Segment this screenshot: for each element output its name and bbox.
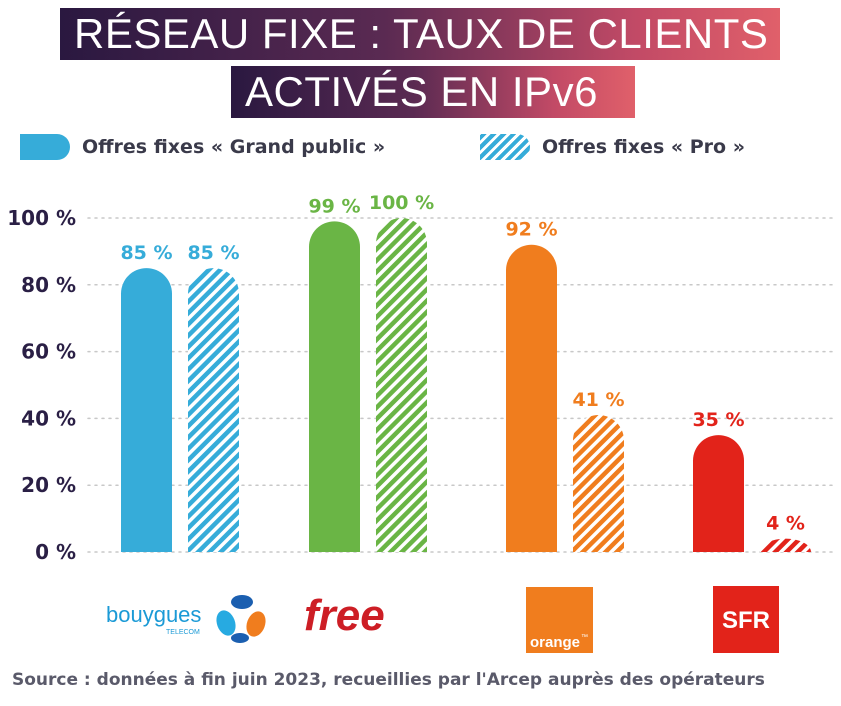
bar-value-label: 100 %	[369, 192, 434, 214]
legend-swatch-hatched	[480, 134, 530, 160]
bar	[121, 268, 172, 552]
bar	[188, 268, 239, 552]
bar-value-label: 85 %	[187, 242, 239, 264]
bar	[506, 244, 557, 552]
bar	[573, 415, 624, 552]
free-logo: free	[300, 590, 420, 640]
bar-value-label: 85 %	[120, 242, 172, 264]
bar-chart: 0 % 20 % 40 % 60 % 80 % 100 % 85 % 99 % 92 % 35 %…	[7, 192, 836, 564]
bar	[693, 435, 744, 552]
bouygues-logo-subtext: TELECOM	[166, 629, 200, 636]
free-logo-text: free	[304, 591, 385, 640]
legend-label-pro: Offres fixes « Pro »	[542, 136, 745, 158]
source-note: Source : données à fin juin 2023, recuei…	[12, 670, 765, 690]
y-tick-label: 100 %	[7, 206, 76, 230]
bar-value-label: 92 %	[505, 219, 557, 241]
orange-logo-tm: ™	[581, 634, 588, 641]
bar	[376, 218, 427, 552]
y-tick-label: 60 %	[21, 340, 76, 364]
y-tick-label: 80 %	[21, 273, 76, 297]
legend-item-pro: Offres fixes « Pro »	[480, 132, 745, 162]
legend-item-grand-public: Offres fixes « Grand public »	[20, 132, 385, 162]
chart-title-line-1: RÉSEAU FIXE : TAUX DE CLIENTS	[60, 8, 780, 60]
orange-logo-text: orange	[530, 634, 580, 651]
bar-value-label: 35 %	[692, 409, 744, 431]
y-tick-label: 20 %	[21, 473, 76, 497]
y-tick-label: 40 %	[21, 406, 76, 430]
legend-swatch-solid	[20, 134, 70, 160]
bouygues-telecom-logo: bouygues TELECOM	[104, 590, 274, 645]
sfr-logo: SFR	[713, 586, 779, 653]
orange-logo: orange ™	[526, 587, 593, 653]
legend-label-grand-public: Offres fixes « Grand public »	[82, 136, 386, 158]
chart-title-line-2: ACTIVÉS EN IPv6	[231, 66, 635, 118]
bar-value-label: 4 %	[766, 513, 805, 535]
bar-value-label: 41 %	[572, 389, 624, 411]
bar-value-label: 99 %	[308, 195, 360, 217]
sfr-logo-text: SFR	[722, 607, 770, 634]
bar	[760, 538, 811, 552]
y-tick-label: 0 %	[35, 540, 76, 564]
bouygues-logo-text: bouygues	[106, 602, 201, 627]
bar	[309, 221, 360, 552]
